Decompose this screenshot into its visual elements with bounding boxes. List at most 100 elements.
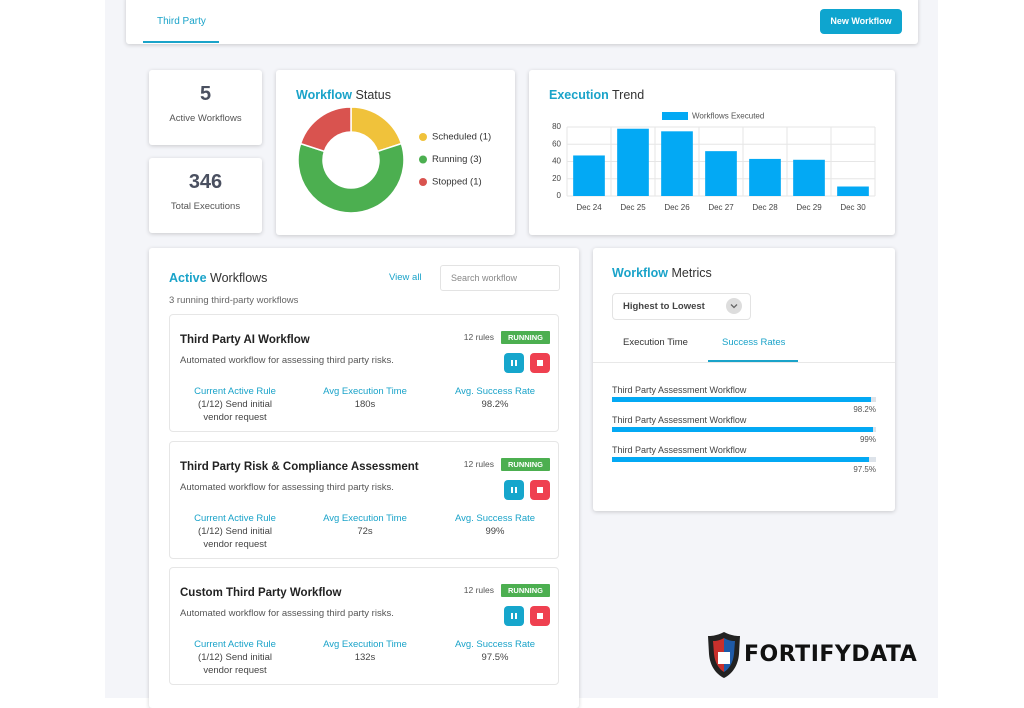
title-rest: Workflows <box>210 271 268 285</box>
x-tick-label: Dec 25 <box>620 203 646 212</box>
title-accent: Active <box>169 271 207 285</box>
stop-icon <box>537 360 543 366</box>
workflow-card: Third Party Risk & Compliance Assessment… <box>169 440 559 559</box>
metric-name: Third Party Assessment Workflow <box>612 415 747 425</box>
tab-underline <box>708 360 798 362</box>
stat-value: 5 <box>199 83 212 105</box>
info-label: Current Active Rule <box>194 639 276 650</box>
title-rest: Status <box>355 88 391 102</box>
info-column: Avg Execution Time 72s <box>305 512 425 538</box>
legend-label: Workflows Executed <box>692 112 764 121</box>
stop-icon <box>537 613 543 619</box>
metric-value: 98.2% <box>853 405 876 414</box>
brand-text: FORTIFYDATA <box>744 642 918 667</box>
bar <box>661 131 693 196</box>
pause-icon <box>511 613 513 619</box>
brand-logo: FORTIFYDATA <box>706 630 917 680</box>
title-accent: Execution <box>549 88 609 102</box>
new-workflow-button[interactable]: New Workflow <box>820 9 902 34</box>
info-value: 98.2% <box>481 399 509 410</box>
sort-dropdown[interactable]: Highest to Lowest <box>612 293 751 320</box>
info-column: Current Active Rule (1/12) Send initial v… <box>175 512 295 551</box>
card-title: Workflow Metrics <box>612 266 712 280</box>
legend-dot <box>419 155 427 164</box>
metric-bar <box>612 397 872 402</box>
info-value: 132s <box>354 652 376 663</box>
donut-slice <box>297 142 405 214</box>
description: Automated workflow for assessing third p… <box>180 355 394 366</box>
info-column: Current Active Rule (1/12) Send initial v… <box>175 638 295 677</box>
x-tick-label: Dec 30 <box>840 203 866 212</box>
info-value: 72s <box>357 525 373 537</box>
info-column: Avg Execution Time 180s <box>305 385 425 411</box>
tab[interactable]: Execution Time <box>623 337 688 348</box>
info-label: Avg Execution Time <box>323 512 407 524</box>
info-value: (1/12) Send initial vendor request <box>198 399 272 423</box>
info-value: 97.5% <box>481 652 509 663</box>
info-column: Avg. Success Rate 98.2% <box>435 385 555 411</box>
shield-icon <box>708 632 740 678</box>
legend-label: Running (3) <box>432 154 482 165</box>
legend-swatch <box>662 112 688 120</box>
status-card: Workflow Status Scheduled (1) Running (3)… <box>276 70 515 235</box>
info-label: Current Active Rule <box>194 512 276 524</box>
donut-slice <box>350 106 403 153</box>
info-label: Current Active Rule <box>194 386 276 397</box>
workflow-name: Custom Third Party Workflow <box>180 587 342 599</box>
title-accent: Workflow <box>296 88 353 102</box>
title-rest: Metrics <box>671 266 712 280</box>
pause-icon <box>511 360 513 366</box>
description: Automated workflow for assessing third p… <box>180 608 394 619</box>
stop-button[interactable] <box>530 606 550 626</box>
info-label: Avg Execution Time <box>323 386 407 397</box>
stat-card: 346 Total Executions <box>149 158 262 233</box>
title-accent: Workflow <box>612 266 669 280</box>
info-column: Avg. Success Rate 99% <box>435 512 555 538</box>
stat-label: Total Executions <box>170 201 241 212</box>
top-bar: Third Party New Workflow <box>126 0 918 44</box>
info-column: Avg Execution Time 132s <box>305 638 425 664</box>
workflow-name: Third Party Risk & Compliance Assessment <box>180 460 419 473</box>
legend-label: Stopped (1) <box>432 177 482 188</box>
x-tick-label: Dec 28 <box>752 203 778 212</box>
tab[interactable]: Third Party <box>157 16 206 27</box>
rule-count: 12 rules <box>463 332 494 342</box>
info-label: Avg Execution Time <box>323 639 407 650</box>
search-input[interactable]: Search workflow <box>440 265 560 291</box>
info-column: Avg. Success Rate 97.5% <box>435 638 555 664</box>
card-title: Workflow Status <box>296 88 391 102</box>
tab-underline <box>143 41 219 43</box>
bar-chart: 0 20 40 60 80 Workflows Executed Dec 24 Dec 25 D… <box>552 112 876 212</box>
info-value: 99% <box>485 525 505 537</box>
y-tick-label: 80 <box>552 122 561 131</box>
status-badge: RUNNING <box>501 457 550 471</box>
donut-slice <box>299 106 352 153</box>
x-tick-label: Dec 26 <box>664 203 690 212</box>
pause-icon <box>511 486 513 493</box>
stat-card: 5 Active Workflows <box>149 70 262 145</box>
workflow-name: Third Party AI Workflow <box>180 334 310 346</box>
metric-bar <box>612 457 870 462</box>
chevron <box>726 298 742 314</box>
pause-button[interactable] <box>504 353 524 373</box>
stop-icon <box>537 486 543 493</box>
stop-button[interactable] <box>530 353 550 373</box>
view-all-link[interactable]: View all <box>389 272 422 283</box>
card-title: Execution Trend <box>549 88 644 102</box>
pause-button[interactable] <box>504 479 524 500</box>
trend-card: Execution Trend 0 20 40 60 80 Workflows Execu… <box>529 70 895 235</box>
status-badge: RUNNING <box>501 331 550 344</box>
tab-active[interactable]: Success Rates <box>722 337 786 348</box>
metric-value: 99% <box>859 435 876 444</box>
bar <box>573 155 605 196</box>
pause-button[interactable] <box>504 606 524 626</box>
y-tick-label: 20 <box>552 174 561 183</box>
stop-button[interactable] <box>530 479 550 500</box>
x-tick-label: Dec 24 <box>576 203 602 212</box>
sort-label: Highest to Lowest <box>623 301 705 312</box>
x-tick-label: Dec 27 <box>708 203 734 212</box>
donut-chart: Scheduled (1) Running (3) Stopped (1) <box>297 106 491 214</box>
stat-value: 346 <box>188 171 223 193</box>
bar <box>793 159 825 196</box>
